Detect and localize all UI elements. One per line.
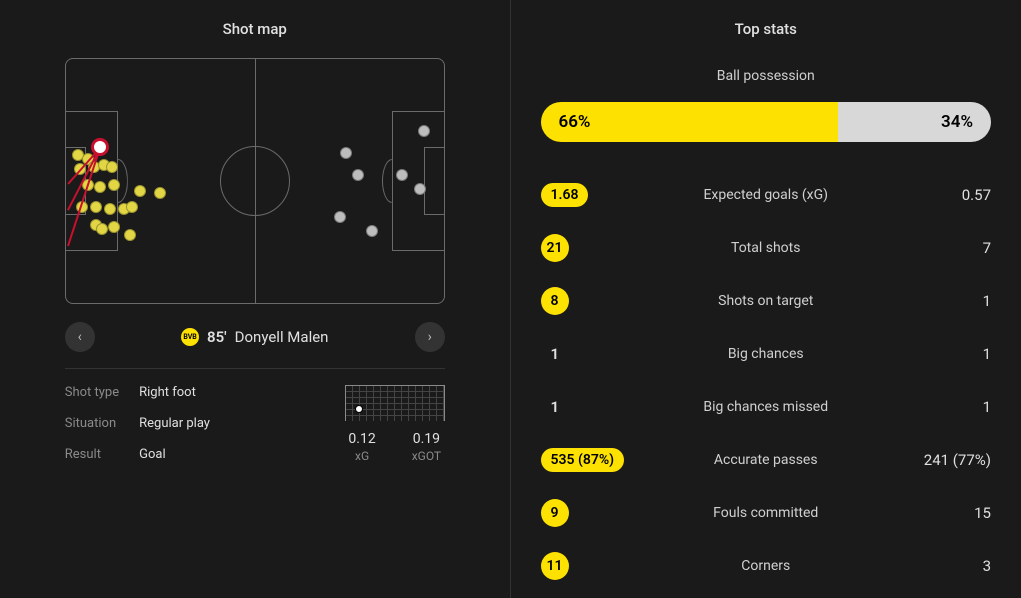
stat-label: Big chances missed bbox=[631, 399, 902, 415]
stat-home-value: 11 bbox=[541, 552, 569, 580]
shot-minute: 85' bbox=[207, 328, 227, 346]
away-shot-marker[interactable] bbox=[366, 225, 378, 237]
stat-row[interactable]: 21 Total shots7 bbox=[541, 221, 992, 274]
away-shot-marker[interactable] bbox=[414, 183, 426, 195]
stat-row[interactable]: 1Big chances missed1 bbox=[541, 380, 992, 433]
shot-map-panel: Shot map ‹ BVB 85' Donyell Malen › Shot … bbox=[0, 0, 511, 598]
home-shot-marker[interactable] bbox=[104, 203, 116, 215]
stat-row[interactable]: 1.68 Expected goals (xG)0.57 bbox=[541, 168, 992, 221]
shot-type-value: Right foot bbox=[139, 385, 210, 400]
away-shot-marker[interactable] bbox=[340, 147, 352, 159]
away-shot-marker[interactable] bbox=[352, 169, 364, 181]
divider bbox=[65, 368, 445, 369]
away-shot-marker[interactable] bbox=[396, 169, 408, 181]
top-stats-panel: Top stats Ball possession 66% 34% 1.68 Ex… bbox=[511, 0, 1021, 598]
home-shot-marker[interactable] bbox=[154, 187, 166, 199]
possession-home-text: 66% bbox=[559, 112, 591, 132]
goal-shot-marker[interactable] bbox=[91, 138, 109, 156]
possession-away-text: 34% bbox=[941, 112, 973, 132]
result-value: Goal bbox=[139, 447, 210, 462]
home-shot-marker[interactable] bbox=[90, 201, 102, 213]
stat-home-value: 1.68 bbox=[541, 183, 589, 207]
stat-row[interactable]: 8 Shots on target1 bbox=[541, 274, 992, 327]
xg-label: xG bbox=[348, 449, 375, 463]
xgot-label: xGOT bbox=[412, 449, 441, 463]
stat-row[interactable]: 535 (87%) Accurate passes241 (77%) bbox=[541, 433, 992, 486]
stat-label: Fouls committed bbox=[631, 505, 902, 521]
stat-label: Shots on target bbox=[631, 293, 902, 309]
stat-home-value: 9 bbox=[541, 499, 569, 527]
xgot-value: 0.19 bbox=[412, 431, 441, 447]
stat-label: Accurate passes bbox=[631, 452, 902, 468]
home-shot-marker[interactable] bbox=[126, 201, 138, 213]
prev-shot-button[interactable]: ‹ bbox=[65, 322, 95, 352]
home-shot-marker[interactable] bbox=[134, 185, 146, 197]
possession-label: Ball possession bbox=[541, 68, 992, 84]
home-shot-marker[interactable] bbox=[96, 223, 108, 235]
home-shot-marker[interactable] bbox=[106, 161, 118, 173]
stat-away-value: 7 bbox=[901, 239, 991, 257]
home-shot-marker[interactable] bbox=[108, 221, 120, 233]
stat-label: Corners bbox=[631, 558, 902, 574]
result-label: Result bbox=[65, 447, 119, 462]
stat-away-value: 15 bbox=[901, 504, 991, 522]
shot-player-name: Donyell Malen bbox=[235, 328, 329, 346]
situation-label: Situation bbox=[65, 416, 119, 431]
home-shot-marker[interactable] bbox=[108, 179, 120, 191]
stat-home-value: 535 (87%) bbox=[541, 448, 625, 472]
shot-map-title: Shot map bbox=[30, 20, 480, 38]
goal-ball-icon bbox=[355, 405, 363, 413]
stat-home-value: 21 bbox=[541, 234, 569, 262]
stat-away-value: 0.57 bbox=[901, 186, 991, 204]
away-shot-marker[interactable] bbox=[334, 211, 346, 223]
chevron-right-icon: › bbox=[428, 329, 432, 345]
selected-shot-info: BVB 85' Donyell Malen bbox=[181, 328, 328, 346]
team-badge-icon: BVB bbox=[181, 328, 199, 346]
stat-row[interactable]: 11 Corners3 bbox=[541, 539, 992, 592]
stat-away-value: 3 bbox=[901, 557, 991, 575]
pitch[interactable] bbox=[65, 58, 445, 304]
stat-away-value: 1 bbox=[901, 398, 991, 416]
stat-label: Total shots bbox=[631, 240, 902, 256]
chevron-left-icon: ‹ bbox=[78, 329, 82, 345]
shot-nav: ‹ BVB 85' Donyell Malen › bbox=[65, 322, 445, 352]
home-shot-marker[interactable] bbox=[94, 181, 106, 193]
goal-frame bbox=[345, 385, 445, 421]
next-shot-button[interactable]: › bbox=[415, 322, 445, 352]
stat-label: Big chances bbox=[631, 346, 902, 362]
possession-away: 34% bbox=[838, 102, 991, 142]
possession-bar: 66% 34% bbox=[541, 102, 992, 142]
stat-home-value: 1 bbox=[541, 345, 560, 363]
stat-away-value: 241 (77%) bbox=[901, 451, 991, 469]
home-shot-marker[interactable] bbox=[124, 229, 136, 241]
stat-away-value: 1 bbox=[901, 345, 991, 363]
situation-value: Regular play bbox=[139, 416, 210, 431]
stat-home-value: 8 bbox=[541, 287, 569, 315]
xg-value: 0.12 bbox=[348, 431, 375, 447]
pitch-center-circle bbox=[220, 146, 290, 216]
stat-home-value: 1 bbox=[541, 398, 560, 416]
shot-detail: Shot type Situation Result Right foot Re… bbox=[65, 385, 445, 463]
stat-away-value: 1 bbox=[901, 292, 991, 310]
shot-type-label: Shot type bbox=[65, 385, 119, 400]
top-stats-title: Top stats bbox=[541, 20, 992, 38]
away-shot-marker[interactable] bbox=[418, 125, 430, 137]
possession-home: 66% bbox=[541, 102, 838, 142]
stat-label: Expected goals (xG) bbox=[631, 187, 902, 203]
stat-row[interactable]: 9 Fouls committed15 bbox=[541, 486, 992, 539]
stat-row[interactable]: 1Big chances1 bbox=[541, 327, 992, 380]
six-yard-box-right bbox=[424, 147, 444, 215]
